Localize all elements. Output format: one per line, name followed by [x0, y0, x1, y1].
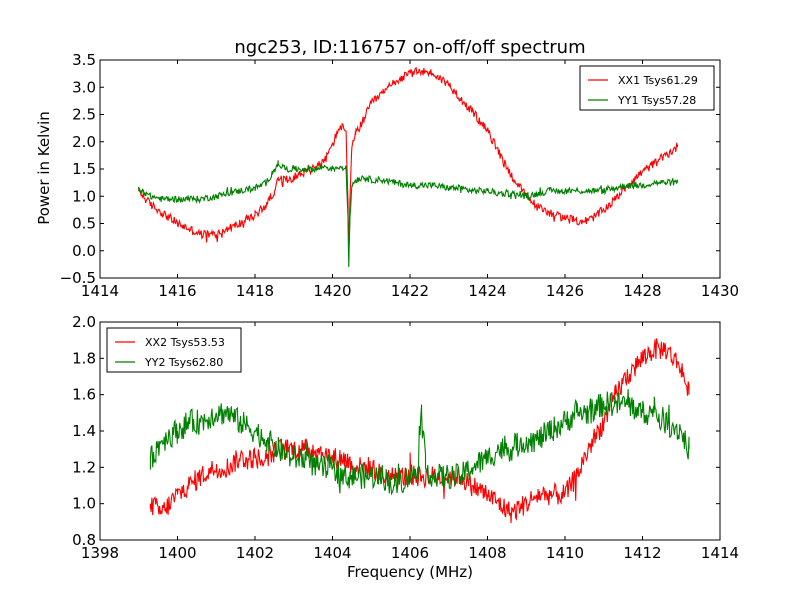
top-y-tick-label: 1.0	[72, 187, 96, 205]
top-x-tick-label: 1424	[468, 282, 506, 300]
top-x-tick-label: 1420	[313, 282, 351, 300]
bottom-x-axis-label: Frequency (MHz)	[347, 563, 473, 581]
bottom-series-2-line	[149, 389, 690, 496]
top-series-1-line	[138, 66, 678, 251]
top-x-tick-label: 1428	[623, 282, 661, 300]
top-x-tick-label: 1426	[546, 282, 584, 300]
bottom-y-tick-label: 2.0	[72, 313, 96, 331]
top-x-tick-label: 1418	[236, 282, 274, 300]
top-x-tick-label: 1414	[81, 282, 119, 300]
top-y-tick-label: 2.0	[72, 133, 96, 151]
bottom-x-tick-label: 1410	[546, 544, 584, 562]
bottom-y-tick-label: 1.4	[72, 422, 96, 440]
bottom-plot-area: 1398 1400 1402 1404 1406 1408 1410 1412 1414 0.8 1…	[72, 313, 739, 562]
top-legend-label-2: YY1 Tsys57.28	[617, 94, 696, 107]
bottom-x-tick-label: 1398	[81, 544, 119, 562]
top-y-tick-label: 3.5	[72, 51, 96, 69]
bottom-x-tick-label: 1406	[391, 544, 429, 562]
top-y-axis-label: Power in Kelvin	[35, 111, 53, 225]
bottom-legend: XX2 Tsys53.53 YY2 Tsys62.80	[106, 327, 242, 373]
top-legend: XX1 Tsys61.29 YY1 Tsys57.28	[579, 65, 715, 111]
bottom-y-tick-label: 1.6	[72, 386, 96, 404]
bottom-y-tick-label: 1.2	[72, 458, 96, 476]
top-plot-area: 1414 1416 1418 1420 1422 1424 1426 1428 1430 −0.5…	[60, 51, 740, 300]
bottom-legend-box	[106, 327, 242, 373]
bottom-series-1-line	[149, 338, 690, 524]
bottom-x-tick-label: 1404	[313, 544, 351, 562]
bottom-y-tick-label: 1.0	[72, 495, 96, 513]
top-series-2-line	[138, 160, 678, 268]
top-legend-box	[579, 65, 715, 111]
top-y-tick-label: 0.0	[72, 242, 96, 260]
top-chart-title: ngc253, ID:116757 on-off/off spectrum	[234, 37, 585, 58]
bottom-legend-label-1: XX2 Tsys53.53	[145, 336, 225, 349]
top-y-tick-label: 2.5	[72, 106, 96, 124]
top-x-tick-label: 1416	[158, 282, 196, 300]
bottom-y-tick-label: 0.8	[72, 531, 96, 549]
top-chart: ngc253, ID:116757 on-off/off spectrum 14…	[35, 37, 739, 300]
top-y-tick-label: 3.0	[72, 78, 96, 96]
bottom-y-tick-label: 1.8	[72, 349, 96, 367]
top-x-tick-label: 1422	[391, 282, 429, 300]
bottom-x-tick-label: 1402	[236, 544, 274, 562]
top-x-tick-label: 1430	[701, 282, 739, 300]
top-y-tick-label: −0.5	[60, 269, 96, 287]
top-y-tick-label: 1.5	[72, 160, 96, 178]
top-legend-label-1: XX1 Tsys61.29	[618, 74, 698, 87]
bottom-legend-label-2: YY2 Tsys62.80	[144, 356, 223, 369]
bottom-x-tick-label: 1412	[623, 544, 661, 562]
top-y-tick-label: 0.5	[72, 215, 96, 233]
bottom-chart: 1398 1400 1402 1404 1406 1408 1410 1412 1414 0.8 1…	[72, 313, 739, 581]
bottom-x-tick-label: 1400	[158, 544, 196, 562]
bottom-x-tick-label: 1414	[701, 544, 739, 562]
bottom-x-tick-label: 1408	[468, 544, 506, 562]
